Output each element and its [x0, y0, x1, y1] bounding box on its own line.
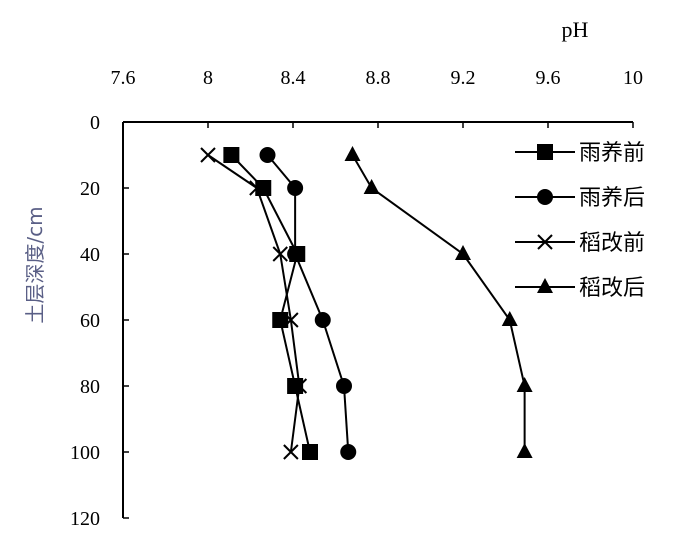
- x-tick-label: 9.2: [451, 67, 476, 89]
- x-tick-label: 10: [623, 67, 643, 89]
- data-point-triangle: [363, 179, 380, 194]
- y-tick-label: 60: [80, 310, 100, 332]
- data-point-cross: [283, 444, 299, 460]
- legend-entry: 雨养前: [515, 141, 645, 166]
- legend-entry: 雨养后: [515, 186, 645, 211]
- data-point-cross: [291, 378, 308, 394]
- data-point-triangle: [516, 377, 533, 392]
- y-tick-label: 100: [70, 442, 100, 464]
- x-axis-title: pH: [562, 17, 589, 42]
- cross-stroke: [283, 312, 299, 328]
- series-1: [223, 147, 318, 460]
- legend-marker-triangle: [537, 278, 553, 293]
- data-point-circle: [259, 147, 276, 163]
- data-point-circle: [287, 180, 304, 196]
- data-point-square: [272, 312, 289, 328]
- series-group: [200, 146, 533, 460]
- x-tick-label: 8.4: [281, 67, 306, 89]
- y-tick-label: 120: [70, 508, 100, 530]
- data-point-circle: [336, 378, 352, 394]
- legend-entry: 稻改后: [515, 276, 645, 301]
- series-line: [351, 154, 526, 452]
- legend-entry: 稻改前: [515, 231, 645, 256]
- data-point-cross: [283, 312, 299, 328]
- x-tick-label: 9.6: [536, 67, 561, 89]
- series-2: [259, 147, 357, 460]
- cross-stroke: [272, 246, 288, 262]
- y-axis-title: 土层深度/cm: [23, 206, 47, 323]
- data-point-triangle: [455, 245, 471, 260]
- data-point-cross: [272, 246, 288, 262]
- cross-stroke: [249, 180, 265, 196]
- data-point-triangle: [501, 311, 518, 326]
- y-tick-label: 0: [90, 112, 100, 134]
- legend-marker-square: [537, 144, 553, 160]
- x-tick-label: 8.8: [366, 67, 391, 89]
- legend-marker-circle: [537, 189, 553, 205]
- cross-stroke: [283, 444, 299, 460]
- legend-label: 雨养后: [579, 186, 645, 211]
- series-3: [200, 147, 308, 460]
- series-line: [230, 154, 311, 453]
- series-line: [266, 154, 350, 453]
- y-tick-label: 40: [80, 244, 100, 266]
- data-point-circle: [314, 312, 331, 328]
- y-tick-label: 20: [80, 178, 100, 200]
- legend-label: 稻改后: [579, 276, 645, 301]
- cross-stroke: [537, 234, 553, 250]
- data-point-cross: [200, 147, 216, 163]
- data-point-triangle: [344, 146, 361, 161]
- x-tick-label: 7.6: [111, 67, 136, 89]
- data-point-triangle: [516, 443, 533, 458]
- x-tick-label: 8: [203, 67, 213, 89]
- data-point-square: [302, 444, 318, 460]
- legend-label: 稻改前: [579, 231, 645, 256]
- data-point-cross: [249, 180, 265, 196]
- series-4: [344, 146, 533, 458]
- y-tick-label: 80: [80, 376, 100, 398]
- data-point-square: [223, 147, 240, 163]
- cross-stroke: [291, 378, 308, 394]
- cross-stroke: [200, 147, 216, 163]
- legend-label: 雨养前: [579, 141, 645, 166]
- data-point-circle: [287, 246, 304, 262]
- legend-marker-cross: [537, 234, 553, 250]
- data-point-circle: [340, 444, 357, 460]
- series-line: [207, 154, 301, 453]
